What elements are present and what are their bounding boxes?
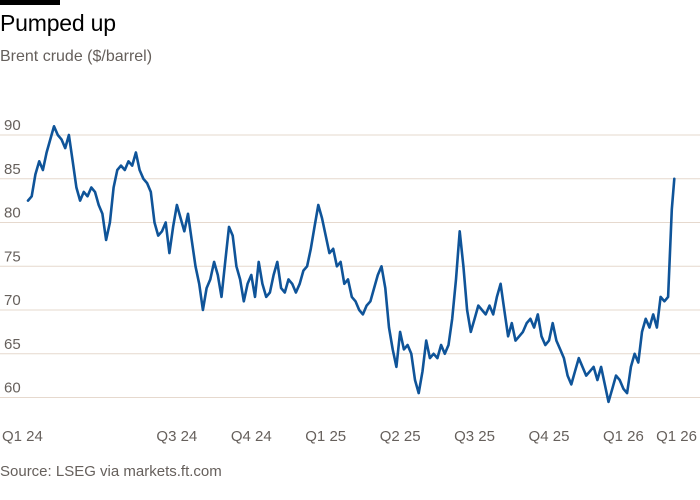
series-layer xyxy=(26,125,676,404)
x-axis-ticks: Q1 24 Q3 24 Q4 24 Q1 25 Q2 25 Q3 25 Q4 25 Q1 26… xyxy=(2,428,697,445)
grid-layer xyxy=(0,134,700,398)
x-tick-label: Q4 25 xyxy=(529,428,570,445)
x-tick-label: Q1 26 xyxy=(603,428,644,445)
x-tick-label: Q4 24 xyxy=(231,428,272,445)
x-tick-label: Q3 24 xyxy=(156,428,197,445)
source-note: Source: LSEG via markets.ft.com xyxy=(0,463,222,480)
chart-plot: 60 65 70 75 80 85 90 Q1 24 Q3 24 Q4 24 Q1 25 Q2 25… xyxy=(0,117,700,445)
chart-title: Pumped up xyxy=(0,10,116,36)
x-tick-label: Q2 25 xyxy=(380,428,421,445)
y-tick-label: 75 xyxy=(4,248,21,265)
x-tick-label: Q1 25 xyxy=(305,428,346,445)
y-axis-ticks: 60 65 70 75 80 85 90 xyxy=(4,117,21,397)
y-tick-label: 70 xyxy=(4,292,21,309)
y-tick-label: 65 xyxy=(4,336,21,353)
y-tick-label: 85 xyxy=(4,161,21,178)
y-tick-label: 80 xyxy=(4,205,21,222)
x-tick-label: Q3 25 xyxy=(454,428,495,445)
y-tick-label: 90 xyxy=(4,117,21,134)
x-tick-label: Q1 26 xyxy=(656,428,697,445)
y-tick-label: 60 xyxy=(4,380,21,397)
series-line-brent-crude xyxy=(26,125,676,404)
top-rule xyxy=(0,0,60,5)
x-tick-label: Q1 24 xyxy=(2,428,43,445)
chart-subtitle: Brent crude ($/barrel) xyxy=(0,48,153,65)
